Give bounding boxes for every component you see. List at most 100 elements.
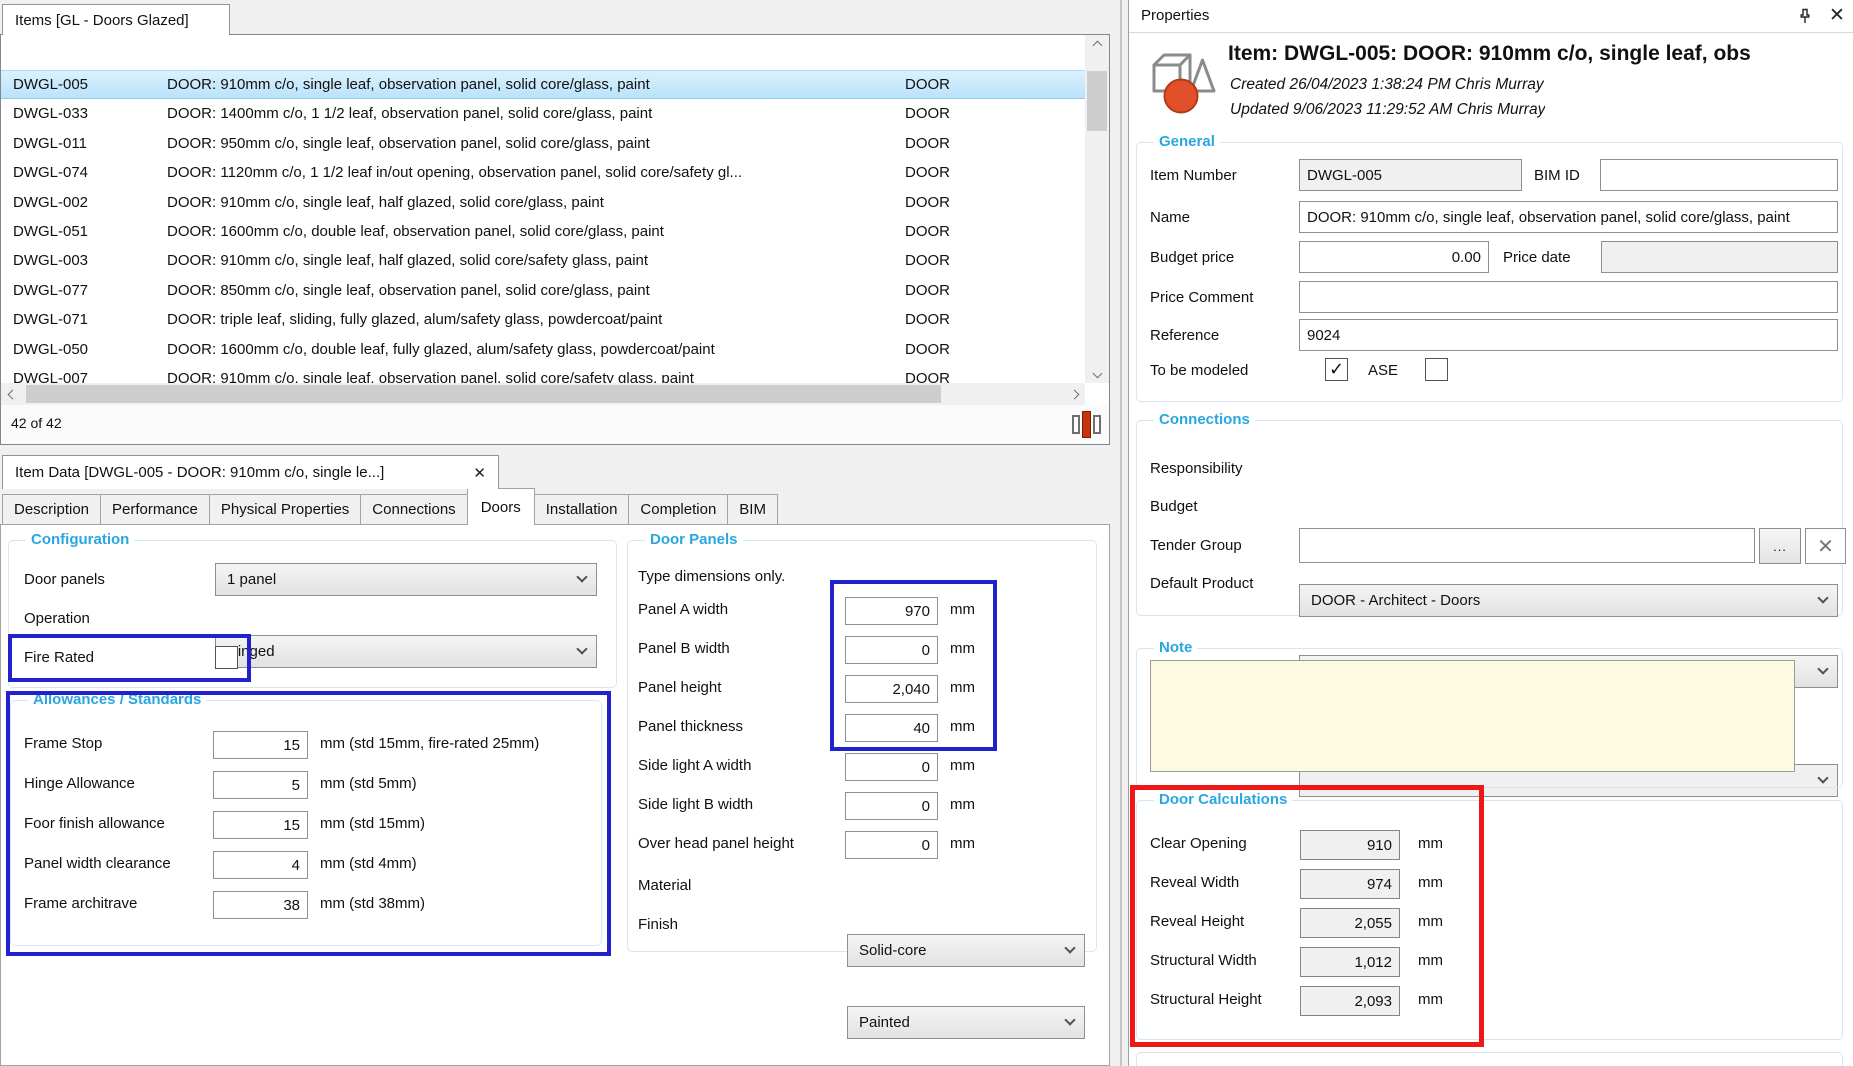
table-row[interactable]: DWGL-002 DOOR: 910mm c/o, single leaf, h… (1, 187, 1085, 217)
tender-group-browse-button[interactable]: ... (1759, 528, 1801, 564)
vertical-scroll-thumb[interactable] (1087, 71, 1107, 131)
cell-item-number: DWGL-051 (13, 222, 89, 240)
dimension-input[interactable]: 0 (845, 636, 938, 664)
ase-checkbox[interactable] (1425, 358, 1448, 381)
allowance-input[interactable]: 15 (213, 811, 308, 839)
allowance-standard-hint: mm (std 15mm) (320, 815, 425, 832)
dimension-label: Panel B width (638, 640, 730, 657)
dimension-input[interactable]: 0 (845, 753, 938, 781)
finish-select[interactable]: Painted (847, 1006, 1085, 1039)
table-row[interactable]: DWGL-074 DOOR: 1120mm c/o, 1 1/2 leaf in… (1, 158, 1085, 188)
allowance-input[interactable]: 4 (213, 851, 308, 879)
subtab[interactable]: Connections (360, 494, 468, 525)
table-row[interactable]: DWGL-011 DOOR: 950mm c/o, single leaf, o… (1, 128, 1085, 159)
clear-x-icon: ✕ (1817, 535, 1834, 558)
dimension-input[interactable]: 0 (845, 792, 938, 820)
scroll-right-button[interactable] (1063, 383, 1085, 405)
scroll-down-button[interactable] (1085, 363, 1109, 383)
calculation-unit: mm (1418, 991, 1443, 1008)
dimension-input[interactable]: 2,040 (845, 675, 938, 703)
door-panel-toggle-button[interactable] (1072, 411, 1102, 438)
table-row[interactable]: DWGL-003 DOOR: 910mm c/o, single leaf, h… (1, 246, 1085, 276)
subtab[interactable]: Physical Properties (208, 494, 362, 525)
allowance-input[interactable]: 5 (213, 771, 308, 799)
general-title: General (1154, 133, 1220, 150)
door-calculations-title: Door Calculations (1154, 791, 1293, 808)
table-row[interactable]: DWGL-051 DOOR: 1600mm c/o, double leaf, … (1, 216, 1085, 247)
vertical-scrollbar[interactable] (1085, 35, 1109, 383)
subtab[interactable]: Performance (100, 494, 210, 525)
horizontal-scroll-thumb[interactable] (26, 385, 941, 403)
allowances-group: Allowances / Standards (10, 691, 602, 946)
calculation-field: 2,093 (1300, 986, 1400, 1016)
chevron-down-icon (1092, 368, 1102, 378)
record-count: 42 of 42 (11, 415, 62, 431)
cell-responsibility: DOOR (905, 164, 950, 182)
subtab[interactable]: Installation (533, 494, 630, 525)
subtab[interactable]: Completion (628, 494, 729, 525)
allowance-label: Frame Stop (24, 735, 103, 752)
close-icon[interactable]: ✕ (1829, 5, 1845, 26)
table-row[interactable]: DWGL-077 DOOR: 850mm c/o, single leaf, o… (1, 275, 1085, 306)
tender-group-clear-button[interactable]: ✕ (1805, 528, 1846, 564)
created-line: Created 26/04/2023 1:38:24 PM Chris Murr… (1230, 76, 1544, 93)
dimension-unit: mm (950, 679, 975, 696)
cell-item-number: DWGL-074 (13, 164, 89, 182)
check-icon: ✓ (1328, 359, 1345, 379)
material-select[interactable]: Solid-core (847, 934, 1085, 967)
to-be-modeled-checkbox[interactable]: ✓ (1325, 358, 1348, 381)
door-icon-red-bar (1082, 411, 1091, 438)
door-panels-select[interactable]: 1 panel (215, 563, 597, 596)
table-row[interactable]: DWGL-007 DOOR: 910mm c/o, single leaf, o… (1, 363, 1085, 383)
table-row[interactable]: DWGL-005 DOOR: 910mm c/o, single leaf, o… (1, 70, 1085, 100)
subtab[interactable]: Doors (466, 488, 535, 525)
calculation-row: Structural Height 2,093 mm (1136, 982, 1636, 1021)
calculation-row: Structural Width 1,012 mm (1136, 943, 1636, 982)
general-group: General (1136, 133, 1843, 402)
item-header-title: Item: DWGL-005: DOOR: 910mm c/o, single … (1228, 42, 1751, 65)
scroll-left-button[interactable] (1, 383, 23, 405)
pin-icon[interactable] (1797, 8, 1813, 29)
responsibility-select[interactable]: DOOR - Architect - Doors (1299, 584, 1838, 617)
type-dimensions-note: Type dimensions only. (638, 568, 786, 585)
tender-group-field[interactable] (1299, 528, 1755, 563)
allowance-input[interactable]: 15 (213, 731, 308, 759)
price-comment-field[interactable] (1299, 281, 1838, 313)
dimension-row: Panel height 2,040 mm (627, 670, 1097, 709)
cell-item-number: DWGL-050 (13, 340, 89, 358)
table-row[interactable]: DWGL-071 DOOR: triple leaf, sliding, ful… (1, 305, 1085, 335)
finish-label: Finish (638, 916, 679, 933)
panel-splitter[interactable] (1120, 0, 1122, 1066)
price-comment-label: Price Comment (1150, 289, 1254, 306)
horizontal-scrollbar[interactable] (1, 383, 1085, 405)
reference-field[interactable]: 9024 (1299, 319, 1838, 351)
operation-label: Operation (24, 610, 90, 627)
allowance-row: Frame Stop 15 mm (std 15mm, fire-rated 2… (10, 726, 610, 766)
item-data-tab[interactable]: Item Data [DWGL-005 - DOOR: 910mm c/o, s… (2, 455, 499, 489)
dimension-unit: mm (950, 757, 975, 774)
dimension-input[interactable]: 40 (845, 714, 938, 742)
table-row[interactable]: DWGL-050 DOOR: 1600mm c/o, double leaf, … (1, 334, 1085, 364)
close-icon[interactable]: ✕ (473, 464, 486, 482)
subtab-label: Connections (372, 501, 456, 518)
note-group: Note (1136, 639, 1843, 788)
budget-price-field[interactable]: 0.00 (1299, 241, 1489, 273)
dimension-input[interactable]: 970 (845, 597, 938, 625)
cell-name: DOOR: 910mm c/o, single leaf, observatio… (167, 76, 650, 93)
scroll-up-button[interactable] (1085, 35, 1109, 55)
subtab[interactable]: BIM (727, 494, 778, 525)
cell-responsibility: DOOR (905, 105, 950, 123)
fire-rated-checkbox[interactable] (215, 646, 238, 669)
items-tab[interactable]: Items [GL - Doors Glazed] (2, 4, 230, 35)
subtab[interactable]: Description (2, 494, 102, 525)
allowance-input[interactable]: 38 (213, 891, 308, 919)
operation-select[interactable]: Hinged (215, 635, 597, 668)
dimension-unit: mm (950, 835, 975, 852)
name-field[interactable]: DOOR: 910mm c/o, single leaf, observatio… (1299, 201, 1838, 233)
table-row[interactable]: DWGL-033 DOOR: 1400mm c/o, 1 1/2 leaf, o… (1, 99, 1085, 129)
dimension-input[interactable]: 0 (845, 831, 938, 859)
material-label: Material (638, 877, 692, 894)
note-textarea[interactable] (1150, 660, 1795, 772)
bim-id-field[interactable] (1600, 159, 1838, 191)
